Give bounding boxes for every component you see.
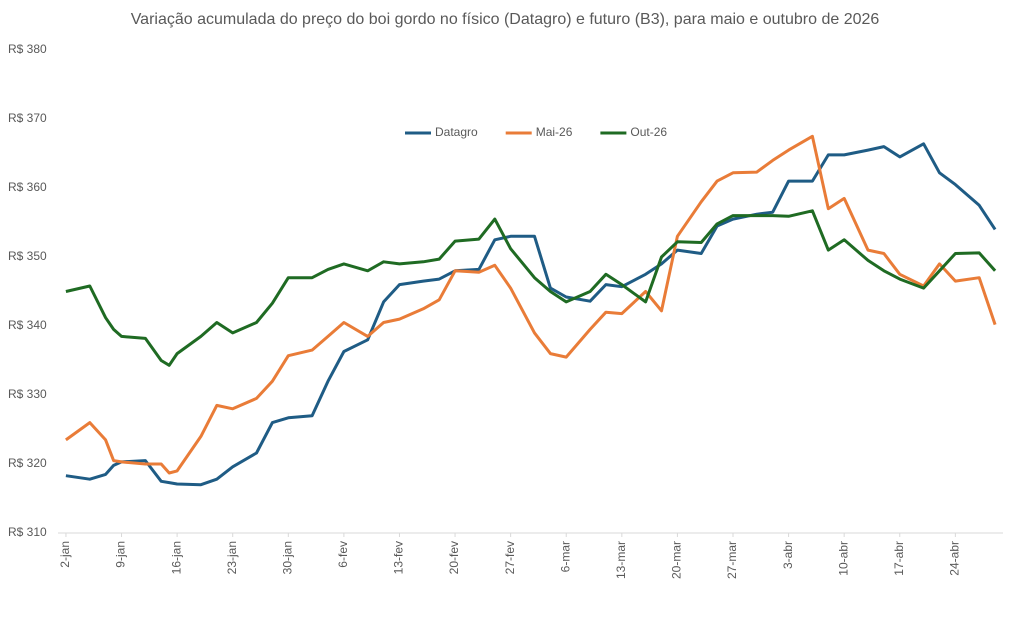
x-tick-label: 6-fev — [336, 541, 350, 568]
y-tick-label: R$ 350 — [8, 249, 47, 263]
legend-label: Mai-26 — [536, 125, 573, 139]
x-tick-label: 2-jan — [58, 541, 72, 568]
y-tick-label: R$ 370 — [8, 111, 47, 125]
x-tick-label: 10-abr — [836, 541, 850, 576]
y-tick-label: R$ 330 — [8, 387, 47, 401]
x-tick-label: 6-mar — [558, 541, 572, 572]
y-tick-label: R$ 310 — [8, 525, 47, 539]
x-tick-label: 3-abr — [781, 541, 795, 569]
x-tick-label: 13-mar — [614, 541, 628, 579]
x-tick-label: 16-jan — [169, 541, 183, 574]
x-tick-label: 13-fev — [392, 541, 406, 574]
x-tick-label: 23-jan — [225, 541, 239, 574]
x-tick-label: 20-fev — [447, 541, 461, 574]
chart-title: Variação acumulada do preço do boi gordo… — [131, 11, 880, 28]
series-line — [65, 209, 997, 367]
x-tick-label: 9-jan — [114, 541, 128, 568]
y-tick-label: R$ 380 — [8, 42, 47, 56]
x-tick-label: 27-mar — [725, 541, 739, 579]
series-line — [65, 134, 997, 475]
legend-label: Datagro — [435, 125, 478, 139]
y-tick-label: R$ 320 — [8, 456, 47, 470]
x-tick-label: 27-fev — [503, 541, 517, 574]
x-tick-label: 20-mar — [670, 541, 684, 579]
series-line — [65, 142, 997, 487]
legend-label: Out-26 — [630, 125, 667, 139]
y-tick-label: R$ 360 — [8, 180, 47, 194]
x-tick-label: 30-jan — [280, 541, 294, 574]
x-tick-label: 17-abr — [892, 541, 906, 576]
y-tick-label: R$ 340 — [8, 318, 47, 332]
x-tick-label: 24-abr — [948, 541, 962, 576]
legend: Datagro Mai-26 Out-26 — [405, 125, 667, 139]
